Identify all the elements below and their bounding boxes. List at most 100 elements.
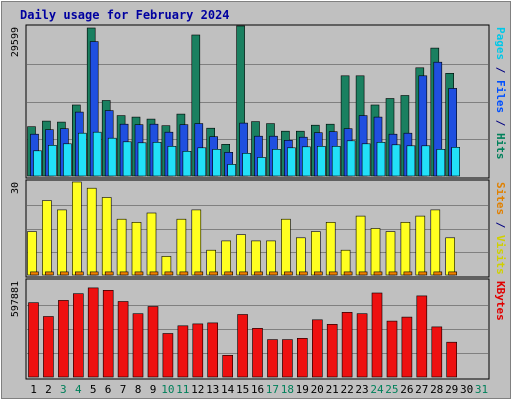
bar-kbytes-kbytes-22 [341,311,353,378]
bar-visits-sites-sites-21 [328,271,338,276]
bar-visits-sites-visits-18 [281,218,291,276]
x-tick-label-17: 17 [266,383,279,396]
legend-entry-visits-sites-1: / [494,215,507,235]
bar-visits-sites-sites-17 [269,271,278,276]
bar-hits-files-pages-pages-17 [272,149,281,177]
bar-visits-sites-sites-25 [388,271,398,276]
bar-hits-files-pages-pages-21 [331,146,341,177]
bar-kbytes-kbytes-13 [207,322,218,378]
bar-visits-sites-sites-24 [373,271,383,276]
x-tick-label-31: 31 [475,383,488,396]
x-tick-label-16: 16 [251,383,264,396]
bar-visits-sites-visits-26 [400,222,411,276]
bar-hits-files-pages-pages-23 [361,143,371,177]
bar-visits-sites-visits-29 [445,237,456,276]
legend-entry-hits-files-pages-4: Hits [494,133,507,160]
x-tick-label-25: 25 [385,383,398,396]
bar-kbytes-kbytes-5 [87,287,99,378]
bar-visits-sites-sites-8 [134,271,144,276]
bar-kbytes-kbytes-12 [192,323,204,378]
bar-visits-sites-visits-15 [236,234,246,276]
bar-visits-sites-visits-9 [146,212,157,276]
bar-visits-sites-visits-27 [415,215,426,276]
x-tick-label-1: 1 [30,383,37,396]
bar-visits-sites-sites-20 [313,271,323,276]
bar-hits-files-pages-pages-8 [137,142,147,177]
bar-kbytes-kbytes-27 [416,295,428,378]
x-tick-label-6: 6 [105,383,112,396]
bar-hits-files-pages-pages-25 [391,144,401,177]
bar-visits-sites-visits-12 [191,209,202,276]
bar-hits-files-pages-pages-12 [197,147,207,177]
bar-kbytes-kbytes-6 [102,289,114,378]
bar-visits-sites-visits-6 [101,197,112,276]
bar-hits-files-pages-pages-29 [451,147,461,177]
bar-visits-sites-visits-20 [310,231,321,276]
bar-hits-files-pages-pages-6 [107,137,117,177]
bar-visits-sites-visits-11 [176,218,187,276]
legend-kbytes: KBytes [494,281,507,321]
legend-visits-sites: Sites / Visits [494,182,507,275]
bar-kbytes-kbytes-15 [237,314,248,378]
x-tick-label-5: 5 [90,383,97,396]
plot-area: 29599 Pages / Files / Hits 30 Sites / Visit… [10,24,507,396]
bar-kbytes-kbytes-4 [73,293,84,378]
bar-kbytes-kbytes-29 [446,341,458,378]
bar-visits-sites-visits-2 [42,200,52,276]
bar-visits-sites-sites-19 [298,271,308,276]
bar-visits-sites-visits-7 [116,218,127,276]
bar-visits-sites-sites-1 [30,271,39,276]
bar-hits-files-pages-pages-14 [227,164,236,177]
x-tick-label-30: 30 [460,383,473,396]
bar-kbytes-kbytes-23 [356,313,368,378]
x-tick-label-12: 12 [191,383,204,396]
chart-title: Daily usage for February 2024 [20,8,230,22]
x-tick-label-21: 21 [326,383,339,396]
bar-visits-sites-sites-2 [45,271,54,276]
legend-entry-hits-files-pages-3: / [494,113,507,133]
bar-visits-sites-visits-8 [131,222,142,276]
bar-hits-files-pages-pages-1 [33,150,42,177]
bar-hits-files-pages-pages-19 [301,146,311,177]
x-tick-label-10: 10 [161,383,174,396]
x-tick-label-19: 19 [296,383,309,396]
bar-hits-files-pages-pages-11 [182,151,192,177]
legend-entry-hits-files-pages-2: Files [494,80,507,113]
bar-visits-sites-visits-22 [340,249,351,276]
x-tick-label-3: 3 [60,383,67,396]
chart-border-dark [1,1,511,399]
bar-visits-sites-sites-15 [239,271,248,276]
bar-visits-sites-sites-13 [209,271,218,276]
bar-visits-sites-visits-16 [251,240,261,276]
bar-visits-sites-sites-4 [75,271,84,276]
bar-hits-files-pages-pages-18 [287,147,296,177]
bar-visits-sites-sites-10 [164,271,174,276]
bar-hits-files-pages-pages-7 [122,141,132,177]
x-tick-label-8: 8 [135,383,142,396]
bar-visits-sites-sites-23 [358,271,368,276]
x-tick-label-27: 27 [415,383,428,396]
x-tick-label-11: 11 [176,383,189,396]
bar-kbytes-kbytes-14 [222,354,233,378]
bar-kbytes-kbytes-28 [431,326,443,378]
bar-hits-files-pages-pages-2 [48,145,57,177]
bar-visits-sites-sites-27 [418,271,428,276]
x-tick-label-15: 15 [236,383,249,396]
x-tick-label-24: 24 [370,383,384,396]
bar-visits-sites-sites-6 [104,271,114,276]
ymax-label-visits-sites: 30 [10,182,21,194]
bar-hits-files-pages-pages-4 [78,132,87,177]
x-tick-label-2: 2 [45,383,52,396]
x-tick-label-18: 18 [281,383,294,396]
legend-entry-visits-sites-0: Sites [494,182,507,215]
bar-visits-sites-visits-28 [430,209,441,276]
bar-kbytes-kbytes-3 [58,300,69,378]
bar-visits-sites-sites-16 [254,271,263,276]
bar-visits-sites-visits-3 [57,209,67,276]
bar-visits-sites-sites-5 [89,271,99,276]
bar-visits-sites-sites-14 [224,271,233,276]
bar-kbytes-kbytes-24 [371,292,383,378]
bar-visits-sites-visits-19 [295,237,306,276]
bar-kbytes-kbytes-18 [282,339,293,378]
